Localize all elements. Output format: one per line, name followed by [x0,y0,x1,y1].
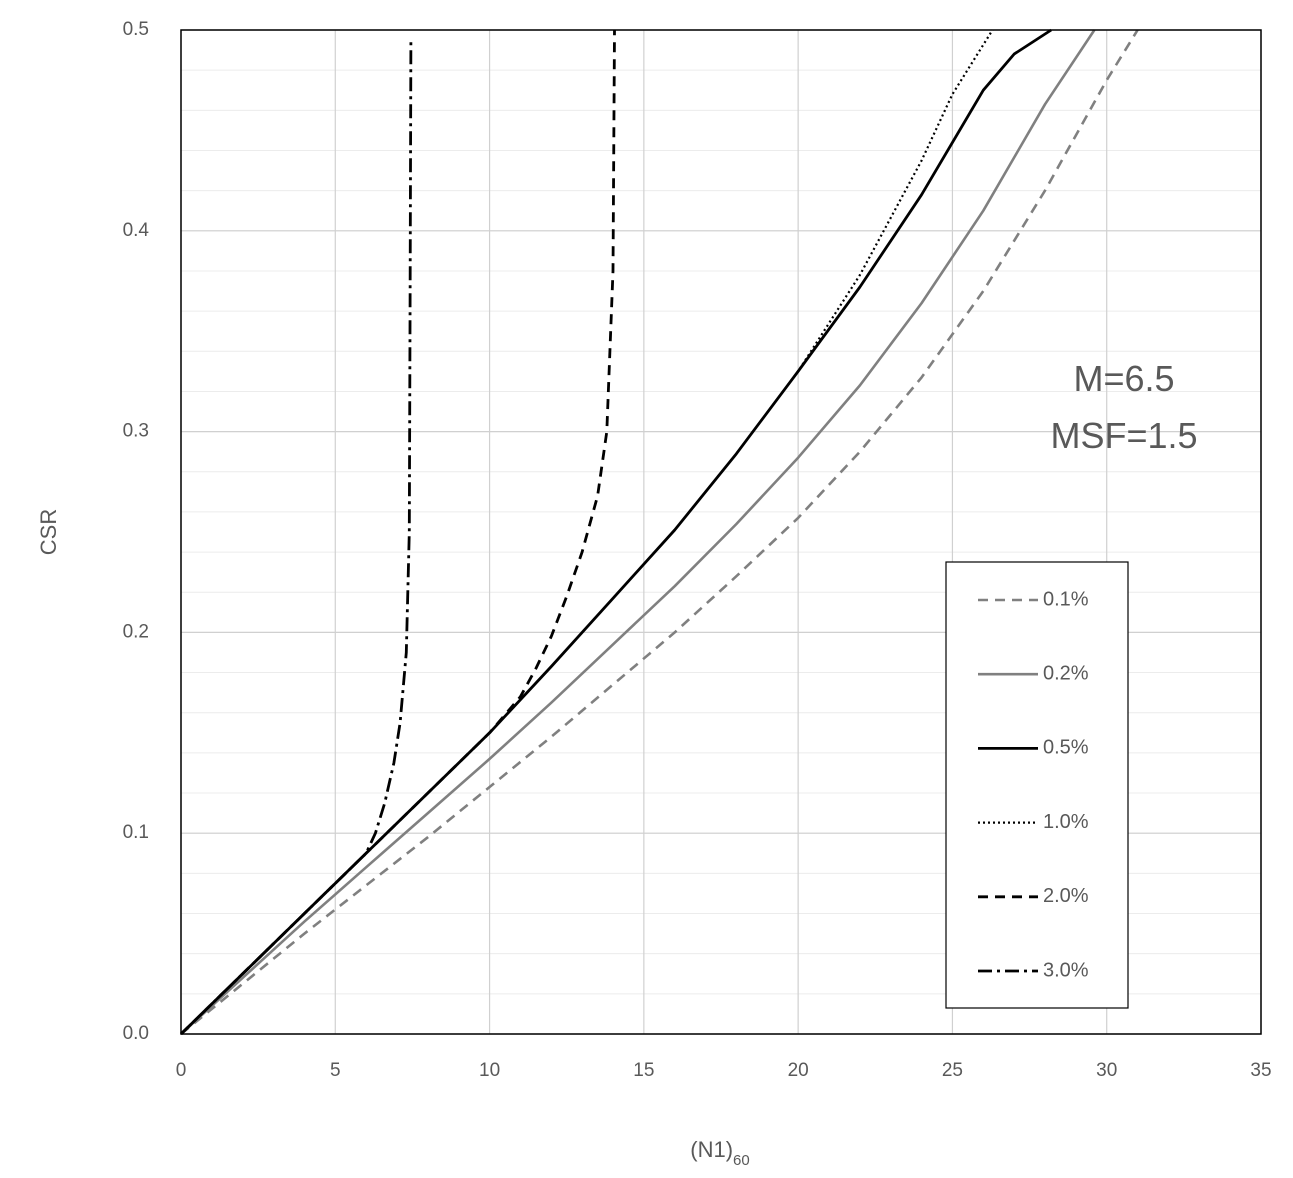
tick-labels: 0 5 10 15 20 25 30 35 0.0 0.1 0.2 0.3 0.4 0.5 [123,19,1272,1081]
series-line-1-0pct [180,29,994,1035]
y-tick-label: 0.0 [123,1023,149,1044]
x-tick-label: 15 [633,1060,654,1081]
x-tick-label: 30 [1096,1060,1117,1081]
y-tick-label: 0.4 [123,220,150,241]
y-tick-label: 0.5 [123,19,149,40]
x-tick-label: 35 [1250,1060,1271,1081]
plot-area-frame [180,29,1262,1035]
x-tick-label: 5 [330,1060,341,1081]
series-line-0-2pct [180,29,1096,1035]
series-line-3-0pct [180,39,413,1036]
legend-label: 3.0% [1043,959,1089,981]
x-tick-label: 0 [176,1060,187,1081]
legend-box [945,561,1129,1009]
legend-label: 0.2% [1043,662,1089,684]
x-axis-title-subscript: 60 [733,1152,750,1169]
y-axis-title: CSR [36,509,61,555]
x-axis-title: (N1)60 [690,1137,749,1169]
y-tick-label: 0.1 [123,822,149,843]
x-axis-title-main: (N1) [690,1137,733,1162]
legend-items: 0.1% 0.2% 0.5% 1.0% 2.0% 3.0% [978,588,1089,981]
series-lines [180,28,1139,1036]
x-tick-label: 10 [479,1060,500,1081]
y-tick-label: 0.2 [123,621,149,642]
series-line-2-0pct [180,29,616,1036]
legend-label: 0.5% [1043,737,1089,759]
annotation-msf: MSF=1.5 [1050,415,1197,456]
legend-label: 0.1% [1043,588,1089,610]
legend: 0.1% 0.2% 0.5% 1.0% 2.0% 3.0% [945,561,1129,1009]
y-tick-label: 0.3 [123,421,149,442]
legend-label: 2.0% [1043,885,1089,907]
x-tick-label: 20 [788,1060,809,1081]
annotation-magnitude: M=6.5 [1073,358,1174,399]
legend-label: 1.0% [1043,811,1089,833]
series-line-0-5pct [180,28,1052,1036]
series-line-0-1pct [180,29,1139,1036]
x-tick-label: 25 [942,1060,963,1081]
